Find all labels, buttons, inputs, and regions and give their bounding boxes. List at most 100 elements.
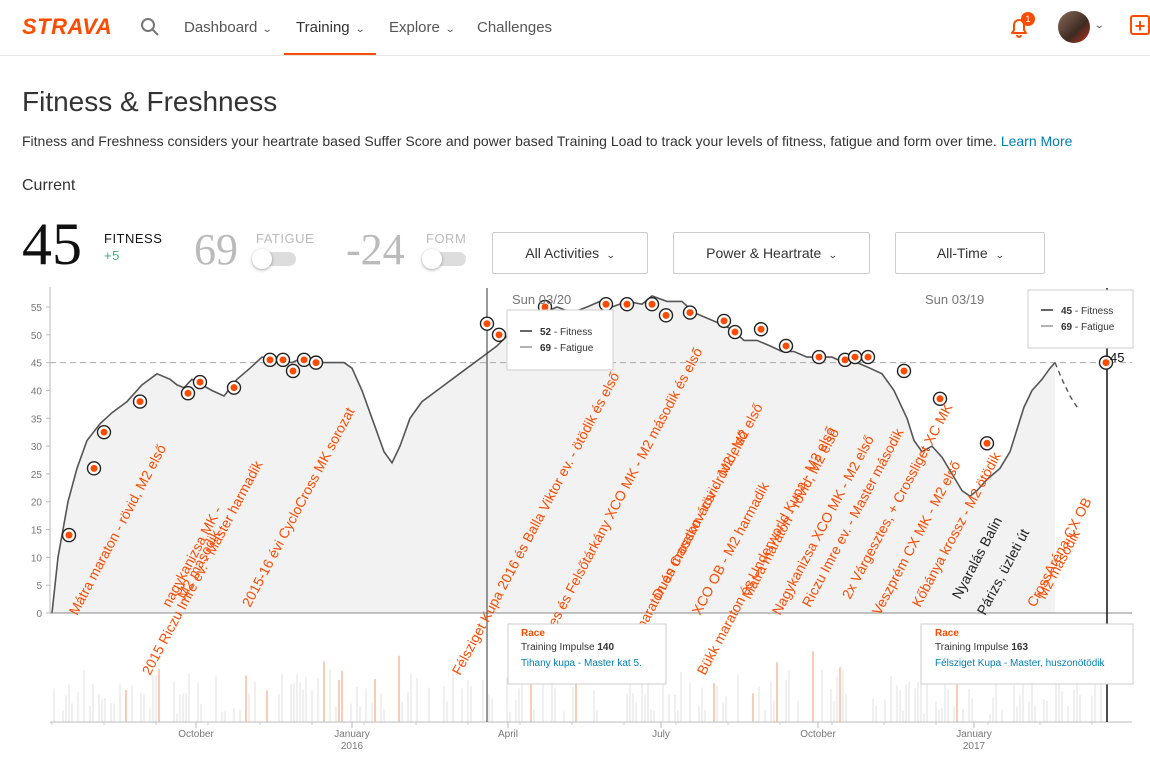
hover-date-right: Sun 03/19 xyxy=(925,292,984,307)
y-tick-label: 55 xyxy=(31,303,43,314)
nav-challenges[interactable]: Challenges xyxy=(477,0,552,55)
nav-explore[interactable]: Explore ⌄ xyxy=(389,0,456,55)
x-tick-year: 2016 xyxy=(341,741,364,752)
race-type: Race xyxy=(521,628,545,639)
fatigue-toggle[interactable] xyxy=(252,249,296,269)
y-tick-label: 5 xyxy=(36,581,42,592)
race-marker xyxy=(782,342,790,350)
fitness-delta: +5 xyxy=(104,248,120,263)
page-title: Fitness & Freshness xyxy=(22,86,278,117)
data-type-dropdown[interactable]: Power & Heartrate ⌄ xyxy=(673,232,870,274)
chevron-down-icon: ⌄ xyxy=(606,250,616,260)
nav-dashboard-label: Dashboard xyxy=(184,19,258,36)
page-description: Fitness and Freshness considers your hea… xyxy=(22,133,1072,149)
race-marker xyxy=(184,389,192,397)
y-tick-label: 0 xyxy=(36,609,42,620)
race-marker xyxy=(841,356,849,364)
svg-text:52 - Fitness: 52 - Fitness xyxy=(540,327,592,338)
race-tooltip-right: Race Training Impulse 163 Félsziget Kupa… xyxy=(920,623,1134,685)
race-marker xyxy=(136,398,144,406)
race-type: Race xyxy=(935,628,959,639)
tooltip-fitness-label: Fitness xyxy=(560,327,592,338)
tooltip-fitness-value: 52 xyxy=(540,327,552,338)
hover-tooltip-left: 52 - Fitness 69 - Fatigue xyxy=(506,309,614,371)
race-marker xyxy=(90,464,98,472)
x-tick-label: January xyxy=(334,729,370,740)
hover-tooltip-right: 45 - Fitness 69 - Fatigue xyxy=(1027,289,1134,349)
range-dropdown[interactable]: All-Time ⌄ xyxy=(895,232,1045,274)
top-navigation: STRAVA Dashboard ⌄ Training ⌄ Explore ⌄ Cha… xyxy=(0,0,1150,56)
fatigue-label: FATIGUE xyxy=(256,231,315,246)
race-marker xyxy=(65,531,73,539)
toggle-knob xyxy=(422,249,442,269)
y-tick-label: 30 xyxy=(31,442,43,453)
race-marker xyxy=(623,300,631,308)
chevron-down-icon: ⌄ xyxy=(444,24,456,35)
current-label: Current xyxy=(22,177,76,194)
activities-dropdown-label: All Activities xyxy=(525,245,600,261)
toggle-knob xyxy=(252,249,272,269)
x-tick-year: 2017 xyxy=(963,741,986,752)
add-activity-icon[interactable]: + xyxy=(1130,15,1150,35)
search-icon[interactable] xyxy=(140,17,160,37)
tooltip-fitness-label: Fitness xyxy=(1081,306,1113,317)
fatigue-value: 69 xyxy=(194,225,238,274)
race-marker xyxy=(541,303,549,311)
impulse-label: Training Impulse xyxy=(521,642,595,653)
tooltip-fitness-value: 45 xyxy=(1061,306,1073,317)
race-marker xyxy=(936,395,944,403)
x-tick-label: October xyxy=(800,729,836,740)
race-marker xyxy=(483,320,491,328)
form-toggle[interactable] xyxy=(422,249,466,269)
race-marker xyxy=(731,328,739,336)
svg-text:69 - Fatigue: 69 - Fatigue xyxy=(540,343,594,354)
race-marker xyxy=(720,317,728,325)
race-marker xyxy=(686,309,694,317)
chevron-down-icon: ⌄ xyxy=(354,24,366,35)
race-marker xyxy=(851,353,859,361)
race-marker xyxy=(300,356,308,364)
race-marker xyxy=(279,356,287,364)
race-marker xyxy=(900,367,908,375)
tooltip-fatigue-value: 69 xyxy=(1061,322,1073,333)
y-tick-label: 15 xyxy=(31,526,43,537)
race-marker xyxy=(230,384,238,392)
chevron-down-icon[interactable]: ⌄ xyxy=(1093,20,1105,31)
svg-text:Training Impulse 140: Training Impulse 140 xyxy=(521,642,614,653)
strava-logo[interactable]: STRAVA xyxy=(22,14,113,39)
fitness-area xyxy=(52,295,1055,613)
activities-dropdown[interactable]: All Activities ⌄ xyxy=(492,232,648,274)
notification-badge: 1 xyxy=(1021,12,1035,26)
impulse-value: 140 xyxy=(597,642,614,653)
y-tick-label: 25 xyxy=(31,470,43,481)
fitness-label: FITNESS xyxy=(104,231,163,246)
race-marker xyxy=(648,300,656,308)
race-marker xyxy=(289,367,297,375)
y-tick-label: 35 xyxy=(31,414,43,425)
chevron-down-icon: ⌄ xyxy=(994,250,1005,260)
nav-training-label: Training xyxy=(296,19,350,36)
avatar[interactable] xyxy=(1058,11,1090,43)
learn-more-link[interactable]: Learn More xyxy=(1000,133,1073,149)
fitness-value: 45 xyxy=(22,211,82,277)
race-tooltip-left: Race Training Impulse 140 Tihany kupa - … xyxy=(507,623,667,685)
race-markers xyxy=(61,297,1114,543)
description-text: Fitness and Freshness considers your hea… xyxy=(22,133,997,149)
nav-dashboard[interactable]: Dashboard ⌄ xyxy=(184,0,274,55)
hover-date-left: Sun 03/20 xyxy=(512,292,571,307)
svg-text:45 - Fitness: 45 - Fitness xyxy=(1061,306,1113,317)
race-marker xyxy=(196,378,204,386)
nav-training[interactable]: Training ⌄ xyxy=(284,0,377,55)
chevron-down-icon: ⌄ xyxy=(828,250,838,260)
chevron-down-icon: ⌄ xyxy=(262,24,274,35)
race-marker xyxy=(983,439,991,447)
y-tick-label: 10 xyxy=(31,553,43,564)
notification-bell-icon[interactable] xyxy=(1006,14,1032,40)
impulse-value: 163 xyxy=(1011,642,1028,653)
y-axis: 0 5 10 15 20 25 30 35 40 45 50 55 xyxy=(31,287,51,620)
svg-text:Training Impulse 163: Training Impulse 163 xyxy=(935,642,1028,653)
svg-text:69 - Fatigue: 69 - Fatigue xyxy=(1061,322,1115,333)
race-name-link: Félsziget Kupa - Master, huszonötödik xyxy=(935,658,1106,669)
